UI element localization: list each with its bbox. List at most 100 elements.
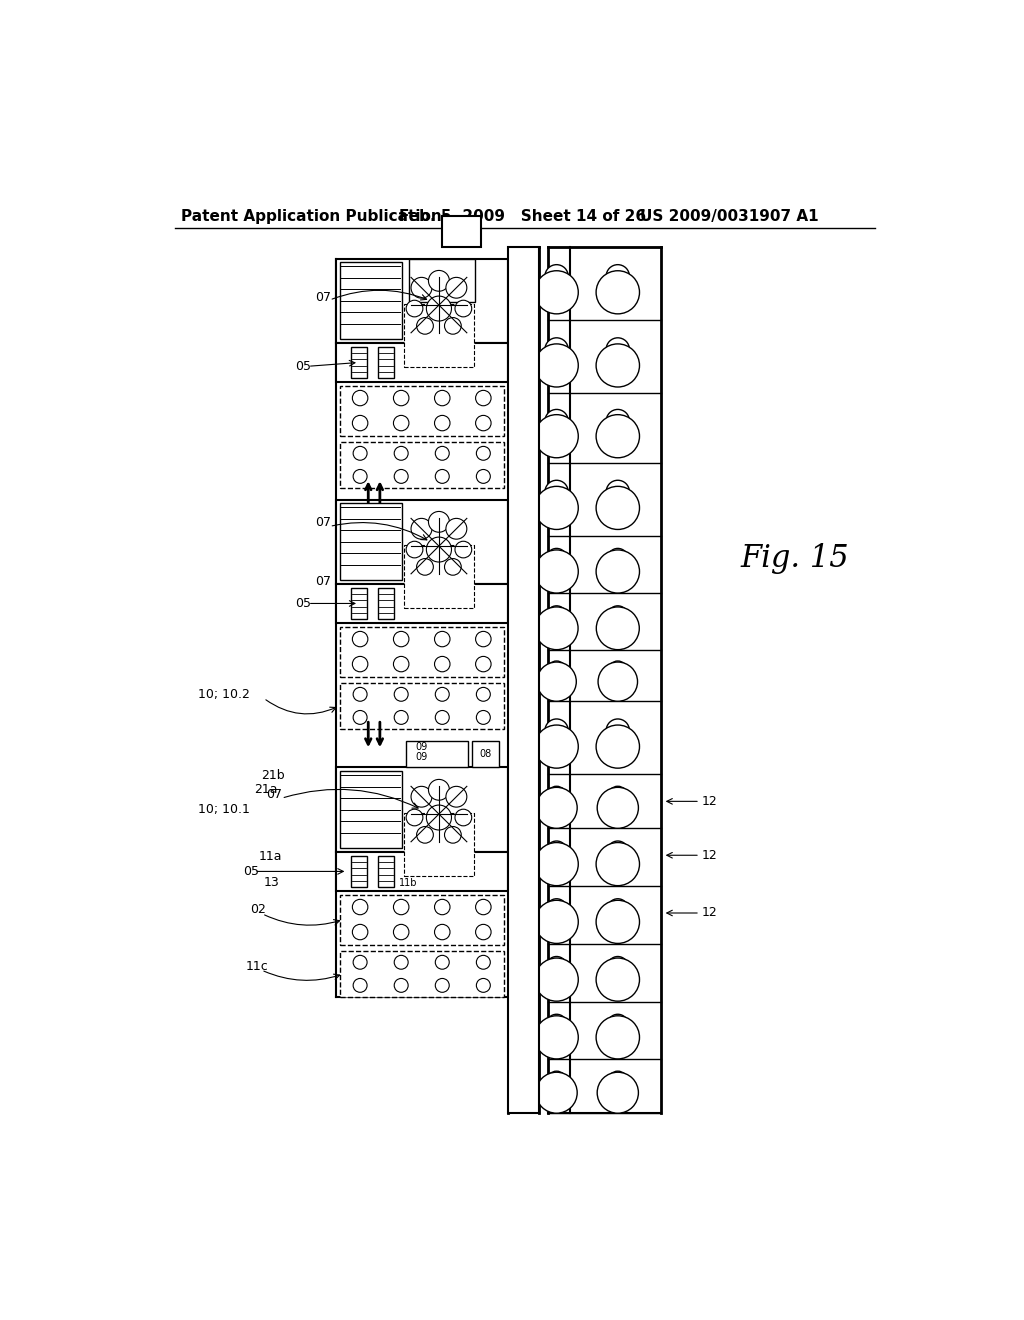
Circle shape (596, 958, 640, 1001)
Circle shape (607, 841, 629, 862)
Circle shape (435, 956, 450, 969)
Bar (340, 442, 504, 488)
Circle shape (476, 470, 490, 483)
Circle shape (606, 719, 630, 742)
Circle shape (394, 710, 409, 725)
Circle shape (352, 631, 368, 647)
Circle shape (445, 277, 467, 298)
Circle shape (434, 924, 450, 940)
Circle shape (353, 710, 367, 725)
Circle shape (546, 899, 567, 920)
Circle shape (545, 264, 568, 288)
Circle shape (352, 924, 368, 940)
Text: US 2009/0031907 A1: US 2009/0031907 A1 (640, 209, 818, 223)
Circle shape (547, 606, 566, 626)
Circle shape (596, 486, 640, 529)
Text: 11b: 11b (399, 878, 418, 888)
Circle shape (352, 899, 368, 915)
Text: 09: 09 (416, 742, 428, 752)
Text: 11a: 11a (258, 850, 282, 862)
Text: 11c: 11c (246, 960, 268, 973)
Circle shape (546, 1014, 567, 1035)
Circle shape (535, 958, 579, 1001)
Circle shape (475, 391, 492, 405)
Bar (340, 263, 401, 339)
Circle shape (545, 409, 568, 433)
Circle shape (596, 345, 640, 387)
Circle shape (596, 725, 640, 768)
Circle shape (444, 558, 461, 576)
Circle shape (444, 318, 461, 334)
Circle shape (411, 787, 432, 807)
Circle shape (434, 899, 450, 915)
Text: Feb. 5, 2009   Sheet 14 of 26: Feb. 5, 2009 Sheet 14 of 26 (399, 209, 646, 223)
Circle shape (435, 978, 450, 993)
Text: 21a: 21a (254, 783, 278, 796)
Text: 21b: 21b (261, 768, 285, 781)
Bar (351, 857, 367, 887)
Bar (340, 682, 504, 729)
Circle shape (606, 264, 630, 288)
Bar (336, 767, 508, 853)
Circle shape (596, 842, 640, 886)
Bar (378, 857, 394, 887)
Bar (378, 589, 394, 619)
Text: 07: 07 (315, 576, 332, 589)
Circle shape (546, 841, 567, 862)
Circle shape (435, 688, 450, 701)
Circle shape (393, 631, 409, 647)
Circle shape (475, 416, 492, 430)
Text: 12: 12 (701, 907, 717, 920)
Circle shape (394, 446, 409, 461)
Circle shape (476, 956, 490, 969)
Circle shape (547, 787, 566, 805)
Circle shape (547, 1071, 566, 1090)
Bar (472, 741, 500, 767)
Bar (336, 343, 508, 381)
Circle shape (596, 414, 640, 458)
Circle shape (407, 541, 423, 558)
Circle shape (434, 656, 450, 672)
Bar (340, 895, 504, 945)
Circle shape (475, 656, 492, 672)
Circle shape (607, 606, 628, 626)
Circle shape (606, 409, 630, 433)
Circle shape (545, 480, 568, 503)
Circle shape (476, 978, 490, 993)
Circle shape (394, 470, 409, 483)
Bar (340, 771, 401, 849)
Bar (340, 627, 504, 677)
Circle shape (394, 956, 409, 969)
Circle shape (428, 779, 450, 800)
Circle shape (547, 661, 566, 680)
Circle shape (455, 809, 472, 826)
Text: 07: 07 (315, 516, 332, 529)
Circle shape (394, 688, 409, 701)
Bar (442, 216, 480, 247)
Bar (340, 950, 504, 997)
Circle shape (535, 842, 579, 886)
Circle shape (353, 688, 367, 701)
Circle shape (475, 899, 492, 915)
Circle shape (536, 787, 578, 829)
Circle shape (596, 1016, 640, 1059)
Circle shape (596, 900, 640, 944)
Text: Patent Application Publication: Patent Application Publication (180, 209, 441, 223)
Circle shape (476, 710, 490, 725)
Circle shape (535, 345, 579, 387)
Circle shape (394, 978, 409, 993)
Circle shape (607, 957, 629, 977)
Circle shape (426, 296, 452, 321)
Circle shape (535, 1016, 579, 1059)
Bar (410, 259, 475, 302)
Circle shape (445, 787, 467, 807)
Bar (351, 347, 367, 378)
Circle shape (608, 1071, 628, 1090)
Circle shape (535, 414, 579, 458)
Circle shape (426, 805, 452, 830)
Circle shape (455, 300, 472, 317)
Circle shape (536, 607, 579, 649)
Bar (404, 305, 474, 367)
Circle shape (417, 318, 433, 334)
Circle shape (546, 957, 567, 977)
